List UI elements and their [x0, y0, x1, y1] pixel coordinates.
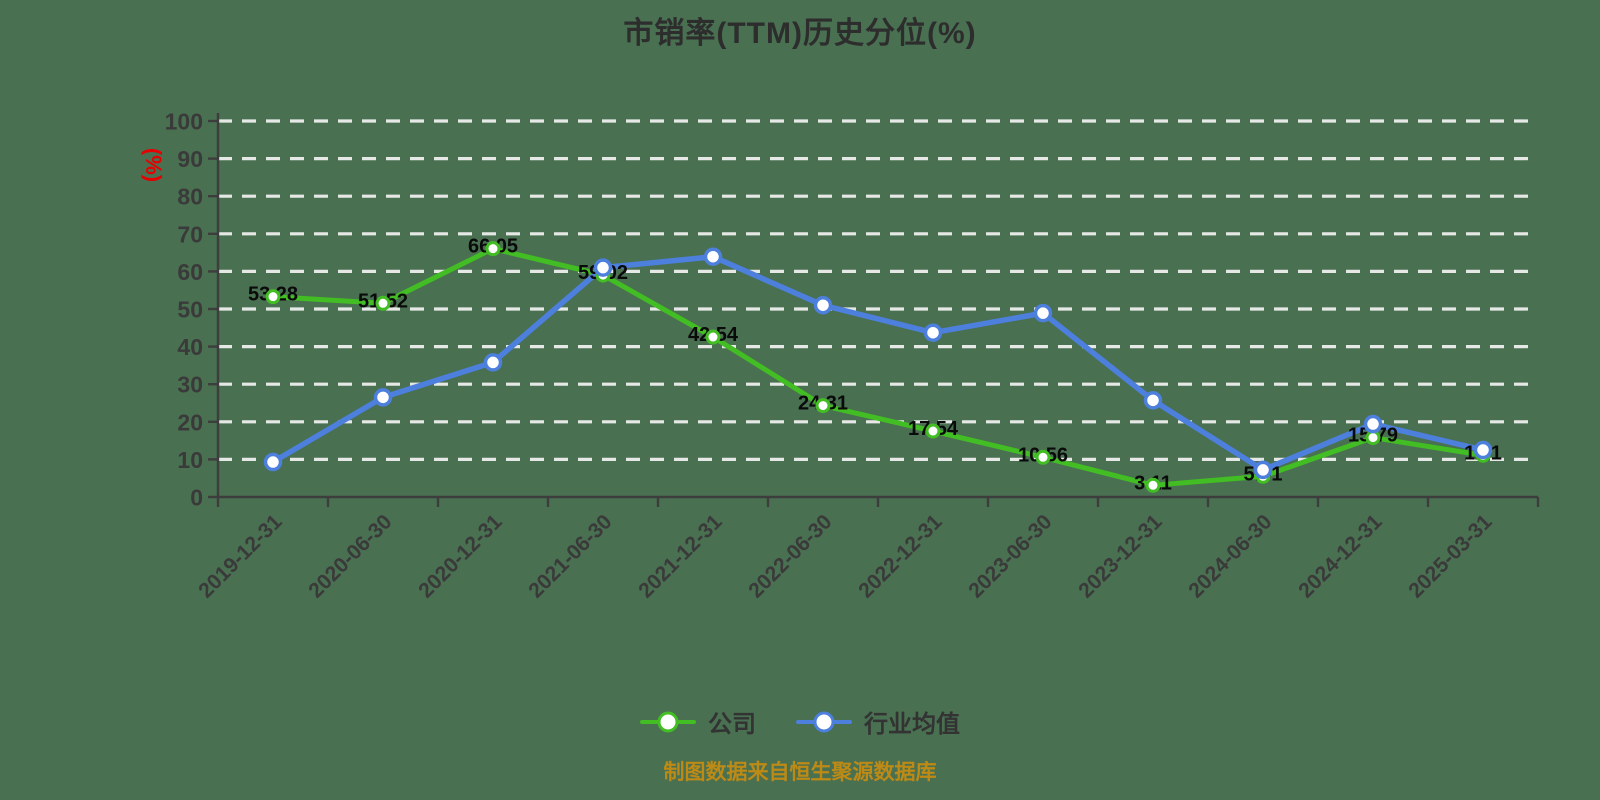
- industry-data-point[interactable]: [813, 295, 833, 315]
- company-data-point[interactable]: [925, 423, 941, 439]
- x-axis-tick-label: 2022-06-30: [744, 510, 836, 602]
- legend-label-company: 公司: [708, 711, 756, 738]
- industry-data-point[interactable]: [1033, 303, 1053, 323]
- legend-label-industry: 行业均值: [864, 711, 960, 738]
- company-data-point[interactable]: [1365, 430, 1381, 446]
- y-axis-tick-label: 30: [177, 372, 203, 398]
- y-axis-tick-label: 80: [177, 184, 203, 210]
- chart-title: 市销率(TTM)历史分位(%): [623, 17, 977, 50]
- x-axis-tick-label: 2025-03-31: [1404, 510, 1496, 602]
- x-axis-tick-label: 2022-12-31: [854, 510, 946, 602]
- legend: 公司 行业均值: [0, 704, 1600, 739]
- y-axis-tick-label: 70: [177, 221, 203, 247]
- x-axis-tick-label: 2021-06-30: [524, 510, 616, 602]
- legend-item-industry[interactable]: 行业均值: [796, 704, 960, 739]
- x-axis-tick-label: 2024-06-30: [1184, 510, 1276, 602]
- industry-data-point[interactable]: [483, 353, 503, 372]
- industry-data-point[interactable]: [703, 247, 723, 266]
- x-axis-tick-label: 2020-06-30: [304, 510, 396, 602]
- industry-data-point[interactable]: [263, 452, 283, 472]
- industry-data-point[interactable]: [923, 323, 943, 342]
- y-axis-tick-label: 20: [177, 409, 203, 435]
- company-data-point[interactable]: [375, 295, 391, 311]
- industry-data-point[interactable]: [373, 388, 393, 407]
- industry-legend-marker-icon: [796, 711, 852, 732]
- y-axis-tick-label: 40: [177, 334, 203, 360]
- data-source-note: 制图数据来自恒生聚源数据库: [663, 761, 937, 784]
- company-data-point[interactable]: [485, 241, 501, 257]
- industry-data-point[interactable]: [1473, 440, 1493, 460]
- x-axis-tick-label: 2020-12-31: [414, 510, 506, 602]
- x-axis-tick-label: 2023-12-31: [1074, 510, 1166, 602]
- legend-item-company[interactable]: 公司: [640, 704, 756, 739]
- industry-series-line: [270, 253, 1486, 473]
- industry-data-point[interactable]: [1363, 414, 1383, 434]
- x-axis-tick-label: 2023-06-30: [964, 510, 1056, 602]
- company-data-point[interactable]: [1035, 449, 1051, 465]
- industry-data-point[interactable]: [1143, 391, 1163, 410]
- industry-data-point[interactable]: [1253, 460, 1273, 480]
- x-axis-tick-label: 2024-12-31: [1294, 510, 1386, 602]
- industry-data-point[interactable]: [593, 258, 613, 277]
- company-legend-marker-icon: [640, 711, 696, 732]
- company-data-point[interactable]: [705, 329, 721, 345]
- y-axis-tick-label: 0: [190, 485, 203, 511]
- x-axis-tick-label: 2019-12-31: [194, 510, 286, 602]
- company-series-line: [270, 246, 1486, 488]
- y-axis-tick-label: 100: [165, 109, 203, 135]
- company-data-point[interactable]: [265, 289, 281, 305]
- x-axis-tick-label: 2021-12-31: [634, 510, 726, 602]
- y-axis-tick-label: 50: [177, 297, 203, 323]
- y-axis-tick-label: 90: [177, 146, 203, 172]
- y-axis-tick-label: 10: [177, 447, 203, 473]
- company-data-point[interactable]: [815, 398, 831, 414]
- company-data-point[interactable]: [1145, 477, 1161, 493]
- y-axis-tick-label: 60: [177, 259, 203, 285]
